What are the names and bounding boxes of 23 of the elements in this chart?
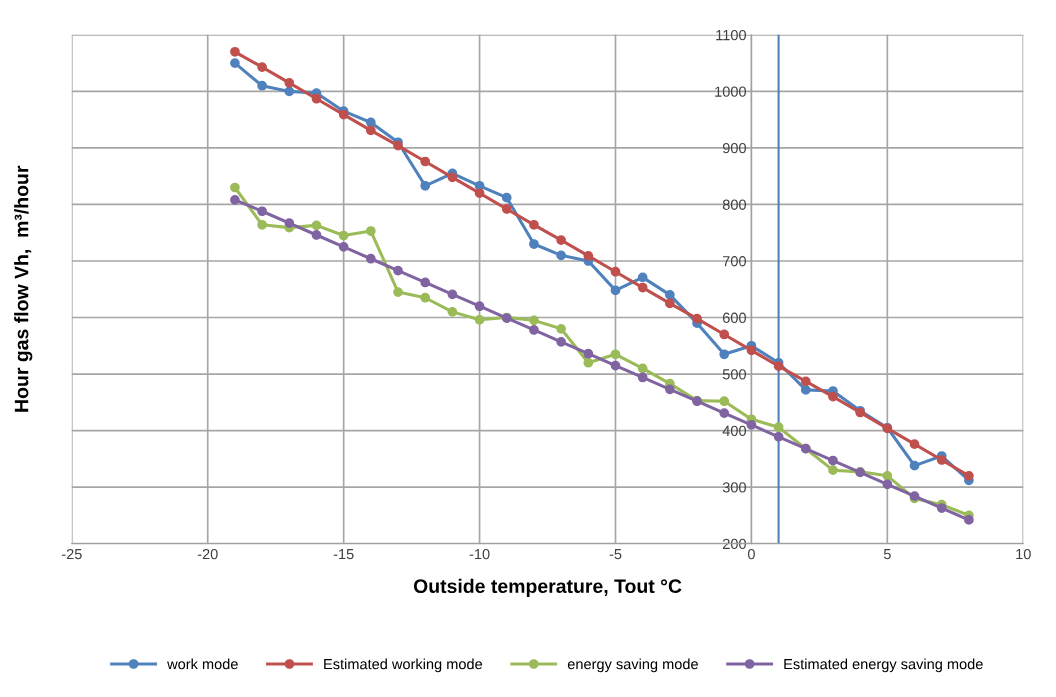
y-tick-label: 500 bbox=[722, 369, 746, 380]
legend-label: Estimated working mode bbox=[324, 658, 483, 673]
y-tick-label: 700 bbox=[722, 256, 746, 267]
y-tick-label: 900 bbox=[722, 143, 746, 154]
y-axis-title: Hour gas flow Vh, m³/hour bbox=[14, 165, 33, 412]
y-tick-label: 300 bbox=[722, 482, 746, 493]
x-tick-label: 10 bbox=[1016, 548, 1031, 560]
x-tick-label: 5 bbox=[883, 549, 891, 560]
x-tick-label: -10 bbox=[469, 548, 490, 560]
legend-label: Estimated energy saving mode bbox=[784, 658, 983, 673]
x-tick-label: 0 bbox=[747, 548, 755, 560]
y-tick-label: 600 bbox=[722, 312, 746, 323]
x-tick-label: -5 bbox=[609, 549, 622, 560]
x-axis-title: Outside temperature, Tout °C bbox=[413, 578, 682, 597]
y-tick-label: 800 bbox=[722, 199, 746, 210]
x-tick-label: -15 bbox=[333, 549, 354, 560]
x-tick-label: -20 bbox=[197, 548, 218, 560]
y-tick-label: 400 bbox=[722, 425, 746, 437]
y-tick-label: 1100 bbox=[716, 29, 746, 41]
x-tick-label: -25 bbox=[61, 548, 82, 560]
legend-label: work mode bbox=[167, 658, 238, 670]
legend-label: energy saving mode bbox=[567, 658, 698, 673]
y-tick-label: 1000 bbox=[715, 86, 746, 97]
